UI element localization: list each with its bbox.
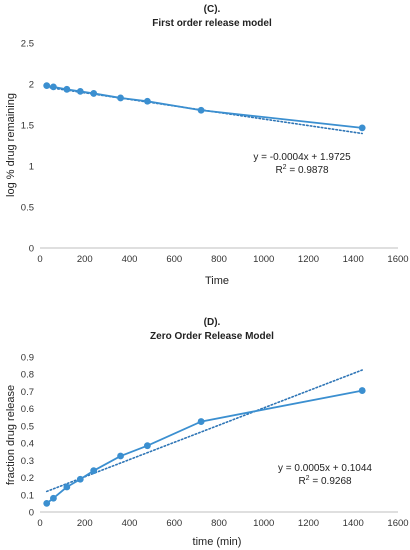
chart-c-x-tick-label: 400 [122, 254, 138, 265]
chart-c-r2: R2 = 0.9878 [275, 164, 329, 176]
chart-d-y-tick-label: 0.5 [21, 421, 34, 432]
chart-c-y-tick-label: 2 [29, 80, 34, 91]
chart-d-y-tick-label: 0.8 [21, 370, 34, 381]
chart-d-x-tick-label: 1400 [343, 518, 364, 529]
chart-c-data-point [76, 87, 84, 95]
chart-d-title: Zero Order Release Model [150, 331, 274, 342]
chart-d-title-line1: (D). [204, 317, 221, 328]
chart-d-x-tick-label: 1200 [298, 518, 319, 529]
chart-d-x-tick-label: 1000 [253, 518, 274, 529]
chart-d-r2: R2 = 0.9268 [298, 475, 352, 487]
chart-c-x-tick-label: 600 [166, 254, 182, 265]
chart-d-ylabel: fraction drug release [5, 385, 17, 485]
chart-c-data-point [63, 85, 71, 93]
chart-d-y-tick-label: 0 [29, 508, 34, 519]
chart-c-y-tick-label: 1.5 [21, 121, 34, 132]
chart-d-y-tick-label: 0.3 [21, 456, 34, 467]
chart-d-x-tick-label: 800 [211, 518, 227, 529]
chart-d-x-tick-label: 200 [77, 518, 93, 529]
chart-c-x-tick-label: 1000 [253, 254, 274, 265]
chart-d-data-point [197, 418, 205, 425]
chart-d-y-tick-label: 0.1 [21, 490, 34, 501]
chart-d-y-tick-label: 0.2 [21, 473, 34, 484]
chart-c-y-tick-label: 0 [29, 244, 34, 255]
chart-c-data-point [144, 97, 151, 105]
chart-c-title-line1: (C). [204, 4, 221, 15]
chart-c-x-tick-label: 0 [37, 254, 42, 265]
chart-c-x-tick-label: 1200 [298, 254, 319, 265]
chart-d-equation: y = 0.0005x + 0.1044 [278, 463, 372, 474]
chart-c-y-tick-label: 2.5 [21, 39, 34, 50]
chart-c-data-point [43, 82, 51, 90]
chart-c-data-point [197, 106, 205, 114]
chart-d-data-point [63, 483, 71, 491]
chart-c-x-tick-label: 1600 [387, 254, 408, 265]
chart-c-x-tick-label: 800 [211, 254, 227, 265]
chart-d-data-point [90, 467, 98, 475]
chart-c-x-tick-label: 1400 [343, 254, 364, 265]
chart-d-x-tick-label: 1600 [387, 518, 408, 529]
chart-d-x-tick-label: 0 [37, 518, 42, 529]
chart-d-xlabel: time (min) [193, 536, 242, 548]
chart-d-data-point [76, 475, 84, 483]
chart-d-data-point [144, 442, 151, 450]
chart-d-x-tick-label: 600 [166, 518, 182, 529]
chart-d-data-point [358, 387, 366, 394]
chart-d-y-tick-label: 0.4 [21, 439, 34, 450]
chart-c-data-point [90, 90, 98, 97]
chart-c-data-point [117, 94, 124, 102]
chart-c-y-tick-label: 0.5 [21, 203, 34, 214]
chart-c-y-tick-label: 1 [29, 162, 34, 173]
chart-d-trendline [45, 369, 364, 493]
chart-c-x-tick-label: 200 [77, 254, 93, 265]
chart-d-y-tick-label: 0.7 [21, 387, 34, 398]
chart-d-data-point [117, 452, 124, 460]
chart-d-data-point [43, 499, 51, 507]
chart-c-xlabel: Time [205, 275, 229, 287]
chart-d-x-tick-label: 400 [122, 518, 138, 529]
chart-c-title: First order release model [152, 18, 272, 29]
chart-d-data-point [50, 494, 57, 502]
chart-d-y-tick-label: 0.6 [21, 404, 34, 415]
chart-c-ylabel: log % drug remaining [5, 93, 17, 197]
chart-c-equation: y = -0.0004x + 1.9725 [253, 152, 351, 163]
chart-c-data-point [358, 124, 366, 132]
chart-c-data-point [50, 83, 57, 91]
chart-d-y-tick-label: 0.9 [21, 353, 34, 364]
